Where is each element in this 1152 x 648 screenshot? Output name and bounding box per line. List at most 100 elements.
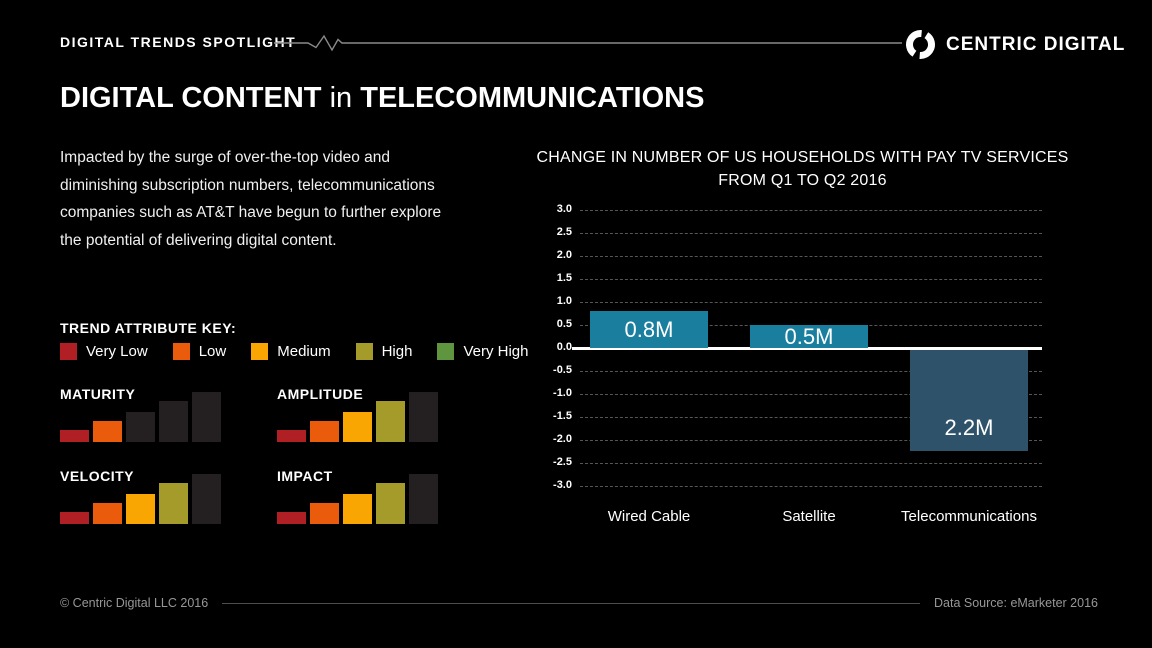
y-axis-tick-label: -1.5 bbox=[553, 410, 572, 422]
attribute-bars bbox=[277, 474, 438, 524]
trend-key-item: Low bbox=[172, 343, 226, 360]
attribute-bar bbox=[376, 401, 405, 442]
x-axis-category-label: Wired Cable bbox=[607, 508, 691, 525]
trend-key-label: High bbox=[381, 343, 413, 360]
trend-key-item: Very High bbox=[437, 343, 529, 360]
chart-gridline bbox=[580, 210, 1042, 211]
x-axis-category-label: Telecommunications bbox=[901, 508, 1037, 525]
attribute-bars bbox=[60, 392, 221, 442]
page-kicker: DIGITAL TRENDS SPOTLIGHT bbox=[60, 34, 297, 50]
y-axis-tick-label: -1.0 bbox=[553, 387, 572, 399]
attribute-bars bbox=[60, 474, 221, 524]
y-axis-tick-label: -2.0 bbox=[553, 433, 572, 445]
brand-name: CENTRIC DIGITAL bbox=[946, 33, 1126, 55]
trend-key-label: Medium bbox=[277, 343, 331, 360]
data-source-text: Data Source: eMarketer 2016 bbox=[934, 596, 1098, 610]
chart-gridline bbox=[580, 233, 1042, 234]
bar-value-label: 2.2M bbox=[944, 414, 994, 440]
y-axis-tick-label: 1.5 bbox=[556, 272, 572, 284]
attribute-bar bbox=[409, 392, 438, 442]
footer-divider bbox=[222, 602, 921, 604]
chart-bar-wired-cable: 0.8M bbox=[590, 311, 708, 348]
trend-attributes-grid: MATURITY AMPLITUDE VELOCITY IMPACT bbox=[60, 384, 439, 524]
trend-key-title: TREND ATTRIBUTE KEY: bbox=[60, 320, 237, 336]
page-footer: © Centric Digital LLC 2016 Data Source: … bbox=[60, 596, 1098, 610]
trend-key-label: Very High bbox=[463, 343, 529, 360]
pay-tv-chart: CHANGE IN NUMBER OF US HOUSEHOLDS WITH P… bbox=[510, 146, 1095, 525]
title-part-2 bbox=[322, 82, 330, 114]
y-axis-tick-label: 1.0 bbox=[556, 295, 572, 307]
trend-key-item: Medium bbox=[251, 343, 331, 360]
attribute-bar bbox=[409, 474, 438, 524]
attribute-bar bbox=[192, 474, 221, 524]
intro-paragraph: Impacted by the surge of over-the-top vi… bbox=[60, 149, 442, 249]
attribute-bar bbox=[192, 392, 221, 442]
chart-bar-satellite: 0.5M bbox=[750, 323, 868, 349]
chart-bar-telecommunications: 2.2M bbox=[910, 349, 1028, 451]
trend-key-swatch bbox=[60, 343, 77, 360]
chart-gridline bbox=[580, 440, 1042, 441]
attribute-label: MATURITY bbox=[60, 386, 136, 402]
attribute-bar bbox=[343, 494, 372, 524]
title-part-3: TELECOMMUNICATIONS bbox=[360, 82, 705, 114]
y-axis-tick-label: 3.0 bbox=[556, 203, 572, 215]
chart-title-line-2: FROM Q1 TO Q2 2016 bbox=[718, 172, 887, 190]
page-title: DIGITAL CONTENT in TELECOMMUNICATIONS bbox=[60, 82, 704, 115]
zero-axis-line bbox=[572, 346, 1042, 350]
attribute-bar bbox=[310, 421, 339, 442]
attribute-label: IMPACT bbox=[277, 468, 333, 484]
bar-value-label: 0.5M bbox=[784, 323, 834, 349]
trend-key-item: High bbox=[355, 343, 413, 360]
y-axis-tick-label: -3.0 bbox=[553, 479, 572, 491]
trend-key-swatch bbox=[251, 343, 269, 360]
attribute-bar bbox=[277, 512, 306, 524]
x-axis-category-label: Satellite bbox=[782, 508, 836, 525]
attribute-bar bbox=[277, 430, 306, 442]
trend-key-legend: Very Low Low Medium High Very High bbox=[60, 343, 554, 360]
y-axis-tick-label: 0.0 bbox=[556, 341, 572, 353]
trend-key-item: Very Low bbox=[60, 343, 148, 360]
attribute-bar bbox=[60, 512, 89, 524]
chart-gridline bbox=[580, 371, 1042, 372]
y-axis-tick-label: -2.5 bbox=[553, 456, 572, 468]
y-axis-tick-label: 2.0 bbox=[556, 249, 572, 261]
attribute-bar bbox=[159, 483, 188, 524]
attribute-mini-chart-impact: IMPACT bbox=[277, 466, 439, 524]
attribute-mini-chart-maturity: MATURITY bbox=[60, 384, 222, 442]
attribute-bar bbox=[126, 412, 155, 442]
y-axis-tick-label: 2.5 bbox=[556, 226, 572, 238]
attribute-mini-chart-amplitude: AMPLITUDE bbox=[277, 384, 439, 442]
attribute-bar bbox=[343, 412, 372, 442]
chart-gridline bbox=[580, 279, 1042, 280]
y-axis-tick-label: -0.5 bbox=[553, 364, 572, 376]
chart-plot-area: 3.0 2.5 2.0 1.5 1.0 0.5 0.0 -0.5 -1.0 -1.5 -2.0 -2.… bbox=[553, 203, 1042, 525]
chart-gridline bbox=[580, 417, 1042, 418]
trend-key-swatch bbox=[355, 343, 373, 360]
attribute-bars bbox=[277, 392, 438, 442]
chart-gridline bbox=[580, 302, 1042, 303]
attribute-mini-chart-velocity: VELOCITY bbox=[60, 466, 222, 524]
title-part-1: DIGITAL CONTENT bbox=[60, 82, 322, 114]
centric-digital-logo-icon bbox=[906, 30, 935, 59]
attribute-bar bbox=[159, 401, 188, 442]
attribute-bar bbox=[93, 421, 122, 442]
y-axis-tick-label: 0.5 bbox=[556, 318, 572, 330]
attribute-bar bbox=[126, 494, 155, 524]
chart-gridline bbox=[580, 486, 1042, 487]
trend-key-swatch bbox=[172, 343, 190, 360]
attribute-bar bbox=[310, 503, 339, 524]
chart-gridline bbox=[580, 463, 1042, 464]
attribute-bar bbox=[376, 483, 405, 524]
title-part-in: in bbox=[329, 82, 353, 114]
copyright-text: © Centric Digital LLC 2016 bbox=[60, 596, 209, 610]
heartbeat-line-icon bbox=[274, 34, 902, 52]
bar-value-label: 0.8M bbox=[624, 316, 674, 342]
attribute-label: AMPLITUDE bbox=[277, 386, 364, 402]
chart-gridline bbox=[580, 256, 1042, 257]
attribute-bar bbox=[60, 430, 89, 442]
trend-key-label: Very Low bbox=[86, 343, 148, 360]
attribute-label: VELOCITY bbox=[60, 468, 135, 484]
brand-logo: CENTRIC DIGITAL bbox=[905, 29, 1125, 60]
chart-gridline bbox=[580, 394, 1042, 395]
